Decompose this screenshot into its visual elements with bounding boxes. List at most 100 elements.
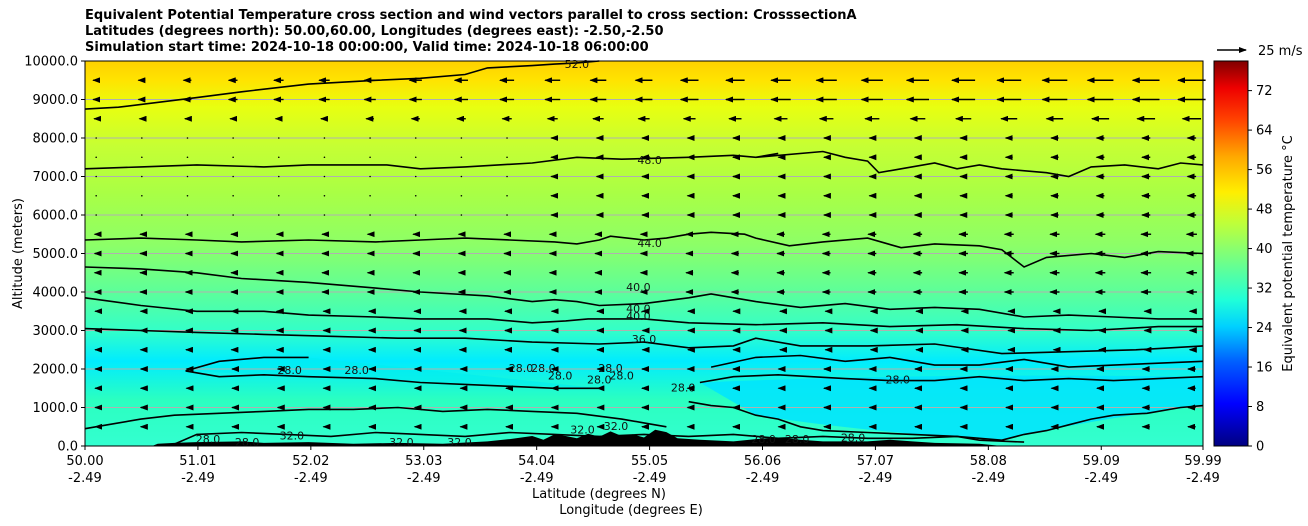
- wind-vector: [323, 156, 326, 159]
- contour-label: 28.0: [344, 364, 369, 377]
- colorbar-tick-label: 32: [1256, 282, 1273, 297]
- wind-vector: [460, 137, 463, 139]
- x-tick-label-lon: -2.49: [633, 471, 667, 486]
- wind-vector: [277, 194, 280, 197]
- wind-vector: [460, 156, 463, 159]
- y-axis-label: Altitude (meters): [11, 198, 26, 309]
- contour-line: [84, 327, 1204, 355]
- wind-vector: [323, 194, 326, 197]
- wind-vector: [277, 214, 280, 216]
- wind-vector: [141, 137, 143, 139]
- wind-vector: [95, 175, 97, 178]
- x-tick-label-lon: -2.49: [407, 471, 441, 486]
- wind-vector: [95, 137, 97, 139]
- colorbar-tick-label: 16: [1256, 361, 1273, 376]
- wind-vector: [369, 214, 371, 216]
- contour-label: 32.0: [280, 429, 305, 442]
- contour-line: [174, 431, 1025, 445]
- colorbar-tick-label: 56: [1256, 163, 1273, 178]
- wind-vector: [460, 175, 463, 178]
- wind-vector: [506, 214, 508, 216]
- x-tick-label-lat: 50.00: [66, 454, 103, 469]
- y-tick-label: 4000.0: [33, 286, 79, 301]
- colorbar-tick-label: 0: [1256, 440, 1264, 455]
- x-tick-label-lon: -2.49: [746, 471, 780, 486]
- wind-vector: [186, 156, 189, 159]
- contour-label: 32.0: [570, 424, 595, 437]
- x-tick-label-lat: 59.09: [1083, 454, 1120, 469]
- x-tick-label-lat: 56.06: [744, 454, 781, 469]
- colorbar-label: Equivalent potential temperature °C: [1281, 135, 1296, 371]
- x-axis-label-lat: Latitude (degrees N): [532, 487, 666, 502]
- x-tick-label-lon: -2.49: [1186, 471, 1220, 486]
- wind-vector: [506, 194, 508, 197]
- x-tick-label-lon: -2.49: [294, 471, 328, 486]
- wind-vector: [232, 194, 234, 197]
- contour-line: [84, 266, 1203, 320]
- contour-label: 48.0: [637, 154, 662, 167]
- x-tick-label-lat: 53.03: [405, 454, 442, 469]
- x-tick-label-lon: -2.49: [972, 471, 1006, 486]
- wind-vector: [414, 175, 417, 178]
- contour-label: 40.0: [626, 310, 651, 323]
- x-tick-label-lat: 55.05: [631, 454, 668, 469]
- contour-label: 28.0: [509, 362, 534, 375]
- contour-label: 32.0: [389, 436, 414, 449]
- contour-label: 28.0: [751, 433, 776, 446]
- wind-vector: [141, 175, 143, 178]
- colorbar: [1214, 61, 1248, 446]
- contour-line: [84, 231, 1204, 268]
- contour-line: [185, 356, 309, 372]
- wind-vector: [323, 214, 326, 216]
- wind-vector: [186, 175, 189, 178]
- wind-vector: [95, 194, 97, 197]
- wind-vector: [186, 137, 189, 139]
- x-tick-label-lat: 54.04: [518, 454, 555, 469]
- wind-vector: [186, 194, 189, 197]
- cold-pocket-field: [185, 357, 600, 389]
- contour-line: [84, 60, 600, 110]
- wind-vector: [141, 214, 143, 216]
- wind-vector: [414, 137, 417, 139]
- contour-line: [710, 354, 1204, 368]
- x-tick-label-lat: 58.08: [970, 454, 1007, 469]
- x-tick-label-lat: 57.07: [857, 454, 894, 469]
- y-tick-label: 6000.0: [33, 209, 79, 224]
- wind-vector: [369, 194, 371, 197]
- contour-label: 28.0: [587, 374, 612, 387]
- y-tick-label: 9000.0: [33, 93, 79, 108]
- y-tick-label: 5000.0: [33, 247, 79, 262]
- wind-vector: [323, 175, 326, 178]
- contour-line: [688, 400, 1204, 442]
- contour-label: 32.0: [604, 420, 629, 433]
- title-line: Simulation start time: 2024-10-18 00:00:…: [85, 40, 649, 55]
- contour-label: 28.0: [886, 374, 911, 387]
- wind-vector: [141, 156, 143, 159]
- wind-vector: [369, 175, 371, 178]
- x-axis-label-lon: Longitude (degrees E): [559, 503, 703, 518]
- wind-vector: [95, 214, 97, 216]
- title-line: Equivalent Potential Temperature cross s…: [85, 8, 857, 23]
- colorbar-tick-label: 64: [1256, 124, 1273, 139]
- x-tick-label-lon: -2.49: [859, 471, 893, 486]
- x-tick-label-lon: -2.49: [68, 471, 102, 486]
- x-tick-label-lat: 52.02: [292, 454, 329, 469]
- wind-vector: [277, 137, 280, 139]
- y-tick-label: 2000.0: [33, 363, 79, 378]
- wind-vector: [232, 175, 234, 178]
- wind-vector: [414, 156, 417, 159]
- wind-vector: [506, 137, 508, 139]
- contour-label: 28.0: [785, 433, 810, 446]
- y-tick-label: 1000.0: [33, 401, 79, 416]
- contour-label: 36.0: [632, 333, 657, 346]
- title-line: Latitudes (degrees north): 50.00,60.00, …: [85, 24, 664, 39]
- wind-vector: [141, 194, 143, 197]
- contour-line: [699, 373, 1204, 384]
- contour-label: 32.0: [447, 436, 472, 449]
- contour-label: 28.0: [235, 436, 260, 449]
- wind-vector: [369, 156, 371, 159]
- y-tick-label: 7000.0: [33, 170, 79, 185]
- contour-label: 28.0: [548, 370, 573, 383]
- x-tick-label-lat: 59.99: [1184, 454, 1221, 469]
